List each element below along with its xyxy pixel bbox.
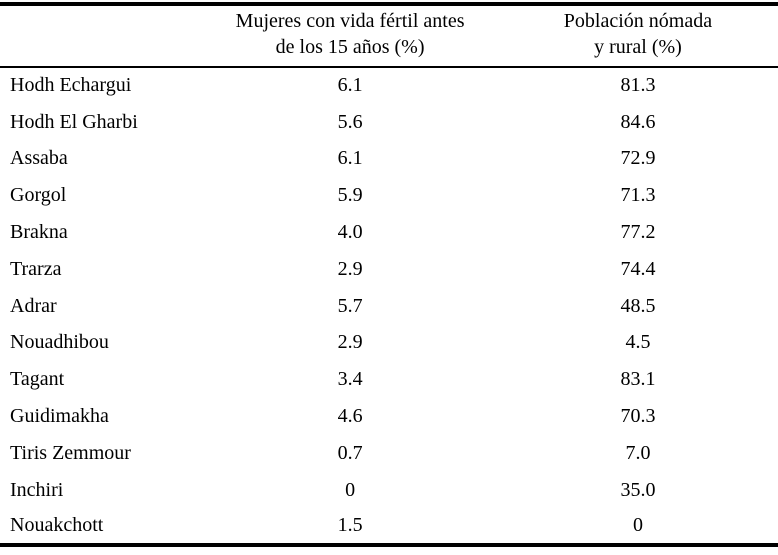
- table-row: Hodh Echargui 6.1 81.3: [0, 67, 778, 104]
- fertility-value-cell: 3.4: [337, 368, 363, 391]
- nomad-value-cell: 71.3: [620, 184, 656, 207]
- nomad-value-cell: 48.5: [620, 294, 656, 317]
- region-name-cell: Tagant: [10, 368, 65, 391]
- fertility-value-cell: 0.7: [337, 441, 363, 464]
- nomad-value-cell: 83.1: [620, 368, 656, 391]
- fertility-header-line1: Mujeres con vida fértil antes: [235, 10, 465, 32]
- nomad-value-cell: 72.9: [620, 147, 656, 170]
- region-name-cell: Assaba: [10, 147, 68, 170]
- region-name-cell: Hodh Echargui: [10, 74, 132, 97]
- region-name-cell: Trarza: [10, 257, 62, 280]
- fertility-value-cell: 1.5: [337, 514, 363, 537]
- fertility-value-cell: 6.1: [337, 74, 363, 97]
- fertility-header-line2: de los 15 años (%): [275, 36, 425, 58]
- table-row: Hodh El Gharbi 5.6 84.6: [0, 104, 778, 141]
- fertility-value-cell: 6.1: [337, 147, 363, 170]
- region-name-cell: Nouakchott: [10, 514, 104, 537]
- table-row: Nouakchott 1.5 0: [0, 509, 778, 546]
- header-row: Mujeres con vida fértil antes de los 15 …: [0, 4, 778, 68]
- table-row: Tiris Zemmour 0.7 7.0: [0, 435, 778, 472]
- fertility-column-header: Mujeres con vida fértil antes de los 15 …: [202, 4, 498, 68]
- table-body: Hodh Echargui 6.1 81.3 Hodh El Gharbi 5.…: [0, 67, 778, 545]
- region-column-header: [0, 4, 203, 68]
- nomad-column-header: Población nómada y rural (%): [497, 4, 778, 68]
- region-name-cell: Brakna: [10, 221, 68, 244]
- fertility-value-cell: 5.7: [337, 294, 363, 317]
- table-row: Guidimakha 4.6 70.3: [0, 398, 778, 435]
- fertility-value-cell: 5.9: [337, 184, 363, 207]
- region-name-cell: Inchiri: [10, 478, 64, 501]
- fertility-value-cell: 4.6: [337, 405, 363, 428]
- region-name-cell: Hodh El Gharbi: [10, 110, 138, 133]
- table-header: Mujeres con vida fértil antes de los 15 …: [0, 4, 778, 68]
- nomad-value-cell: 35.0: [620, 478, 656, 501]
- fertility-value-cell: 2.9: [337, 331, 363, 354]
- fertility-value-cell: 4.0: [337, 221, 363, 244]
- region-name-cell: Nouadhibou: [10, 331, 109, 354]
- region-name-cell: Tiris Zemmour: [10, 441, 131, 464]
- nomad-value-cell: 84.6: [620, 110, 656, 133]
- fertility-value-cell: 2.9: [337, 257, 363, 280]
- table-row: Adrar 5.7 48.5: [0, 288, 778, 325]
- region-name-cell: Gorgol: [10, 184, 67, 207]
- table-row: Gorgol 5.9 71.3: [0, 177, 778, 214]
- fertility-value-cell: 5.6: [337, 110, 363, 133]
- fertility-value-cell: 0: [345, 478, 356, 501]
- nomad-value-cell: 70.3: [620, 405, 656, 428]
- table-row: Brakna 4.0 77.2: [0, 214, 778, 251]
- nomad-header-line1: Población nómada: [563, 10, 713, 32]
- nomad-value-cell: 0: [632, 514, 643, 537]
- table-row: Tagant 3.4 83.1: [0, 361, 778, 398]
- table-row: Trarza 2.9 74.4: [0, 251, 778, 288]
- nomad-value-cell: 4.5: [625, 331, 651, 354]
- region-name-cell: Guidimakha: [10, 405, 109, 428]
- table-row: Assaba 6.1 72.9: [0, 141, 778, 178]
- nomad-value-cell: 77.2: [620, 221, 656, 244]
- nomad-header-line2: y rural (%): [594, 36, 682, 58]
- nomad-value-cell: 7.0: [625, 441, 651, 464]
- table-row: Nouadhibou 2.9 4.5: [0, 325, 778, 362]
- nomad-value-cell: 81.3: [620, 74, 656, 97]
- region-name-cell: Adrar: [10, 294, 57, 317]
- nomad-value-cell: 74.4: [620, 257, 656, 280]
- table-row: Inchiri 0 35.0: [0, 472, 778, 509]
